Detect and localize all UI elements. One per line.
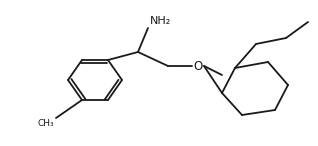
Text: NH₂: NH₂ (150, 16, 171, 26)
Text: CH₃: CH₃ (38, 119, 54, 128)
Text: O: O (193, 60, 203, 73)
